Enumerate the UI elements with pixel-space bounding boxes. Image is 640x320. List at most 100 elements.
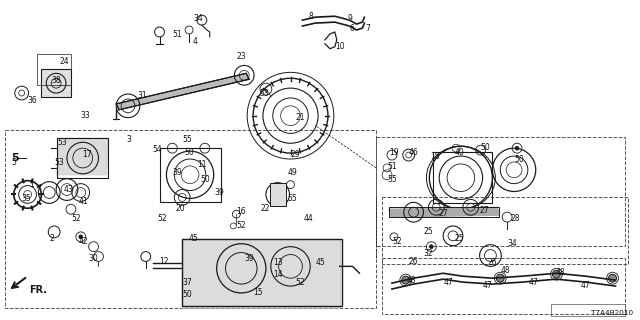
Text: 15: 15: [253, 288, 262, 297]
Bar: [57, 138, 108, 178]
Text: 50: 50: [481, 143, 490, 152]
Text: 14: 14: [273, 270, 282, 279]
Text: 52: 52: [296, 278, 305, 287]
Text: 52: 52: [392, 237, 401, 246]
Circle shape: [497, 274, 504, 282]
Text: 52: 52: [236, 221, 246, 230]
Text: 38: 38: [51, 76, 61, 85]
Text: 1: 1: [29, 180, 35, 189]
Bar: [389, 207, 499, 217]
Text: 27: 27: [438, 209, 448, 218]
Circle shape: [609, 274, 616, 282]
Polygon shape: [116, 73, 249, 110]
Polygon shape: [57, 138, 108, 175]
Text: 22: 22: [261, 204, 271, 213]
Text: 28: 28: [510, 214, 520, 223]
Text: 55: 55: [182, 135, 192, 144]
Circle shape: [552, 270, 561, 278]
Text: 54: 54: [153, 145, 163, 154]
Bar: [382, 259, 625, 314]
Text: 7: 7: [365, 24, 370, 33]
Bar: [270, 183, 285, 206]
Bar: [159, 148, 221, 202]
Text: 50: 50: [514, 155, 524, 164]
Text: 41: 41: [79, 197, 88, 206]
Text: 12: 12: [159, 257, 169, 266]
Text: 48: 48: [556, 268, 565, 277]
Text: 9: 9: [348, 14, 353, 23]
Text: 52: 52: [157, 214, 167, 223]
Text: 25: 25: [455, 234, 465, 243]
Bar: [37, 54, 71, 85]
Polygon shape: [389, 207, 499, 217]
Text: 6: 6: [349, 24, 355, 33]
Text: 36: 36: [28, 96, 37, 105]
Text: T7A4B2010: T7A4B2010: [591, 310, 633, 316]
Text: 10: 10: [335, 42, 344, 51]
Text: 43: 43: [64, 185, 74, 194]
Text: 37: 37: [182, 278, 192, 287]
Text: 13: 13: [273, 259, 282, 268]
Bar: [42, 69, 71, 97]
Text: 23: 23: [236, 52, 246, 61]
Text: 27: 27: [479, 206, 489, 215]
Text: 2: 2: [49, 234, 54, 243]
Bar: [433, 152, 492, 203]
Text: 51: 51: [172, 30, 182, 39]
Text: 50: 50: [184, 148, 194, 157]
Text: 47: 47: [483, 281, 492, 290]
Text: 18: 18: [430, 152, 440, 161]
Text: 32: 32: [424, 249, 433, 258]
Text: 50: 50: [200, 175, 210, 184]
Text: 33: 33: [81, 111, 90, 120]
Text: 34: 34: [507, 239, 517, 248]
Text: 21: 21: [296, 113, 305, 122]
Polygon shape: [182, 239, 340, 308]
Circle shape: [429, 245, 433, 249]
Text: 48: 48: [407, 276, 417, 285]
Text: 55: 55: [287, 195, 298, 204]
Text: 47: 47: [581, 281, 591, 290]
Text: 49: 49: [287, 168, 298, 177]
Circle shape: [402, 276, 410, 284]
Text: 20: 20: [175, 204, 185, 213]
Text: 5: 5: [12, 158, 17, 167]
Text: 29: 29: [291, 150, 300, 159]
Text: 39: 39: [214, 188, 225, 196]
Text: 34: 34: [193, 14, 203, 23]
Bar: [552, 304, 625, 316]
Text: 11: 11: [197, 160, 207, 169]
Text: 8: 8: [308, 12, 313, 21]
Text: 51: 51: [387, 162, 397, 171]
Text: 52: 52: [71, 214, 81, 223]
Text: 5: 5: [11, 153, 19, 163]
Text: 53: 53: [57, 138, 67, 147]
Text: 3: 3: [126, 135, 131, 144]
Text: 48: 48: [500, 266, 510, 275]
Text: FR.: FR.: [29, 285, 47, 295]
Text: 26: 26: [488, 259, 497, 268]
Circle shape: [79, 235, 83, 239]
Text: 24: 24: [59, 57, 68, 66]
Text: 47: 47: [443, 278, 453, 287]
Text: 53: 53: [259, 89, 269, 98]
Bar: [182, 239, 342, 306]
Bar: [5, 131, 376, 308]
Text: 53: 53: [54, 158, 64, 167]
Text: 47: 47: [529, 278, 539, 287]
Text: 44: 44: [303, 214, 313, 223]
Text: 4: 4: [193, 37, 198, 46]
Text: 16: 16: [236, 207, 246, 216]
Text: 26: 26: [409, 257, 419, 266]
Text: 42: 42: [79, 237, 88, 246]
Text: 46: 46: [409, 148, 419, 157]
Text: 35: 35: [22, 195, 31, 204]
Circle shape: [515, 146, 519, 150]
Text: 31: 31: [138, 91, 147, 100]
Bar: [376, 137, 625, 246]
Text: 25: 25: [424, 227, 433, 236]
Text: 17: 17: [82, 150, 92, 159]
Text: 39: 39: [172, 168, 182, 177]
Text: 30: 30: [88, 253, 99, 262]
Text: 45: 45: [315, 259, 325, 268]
